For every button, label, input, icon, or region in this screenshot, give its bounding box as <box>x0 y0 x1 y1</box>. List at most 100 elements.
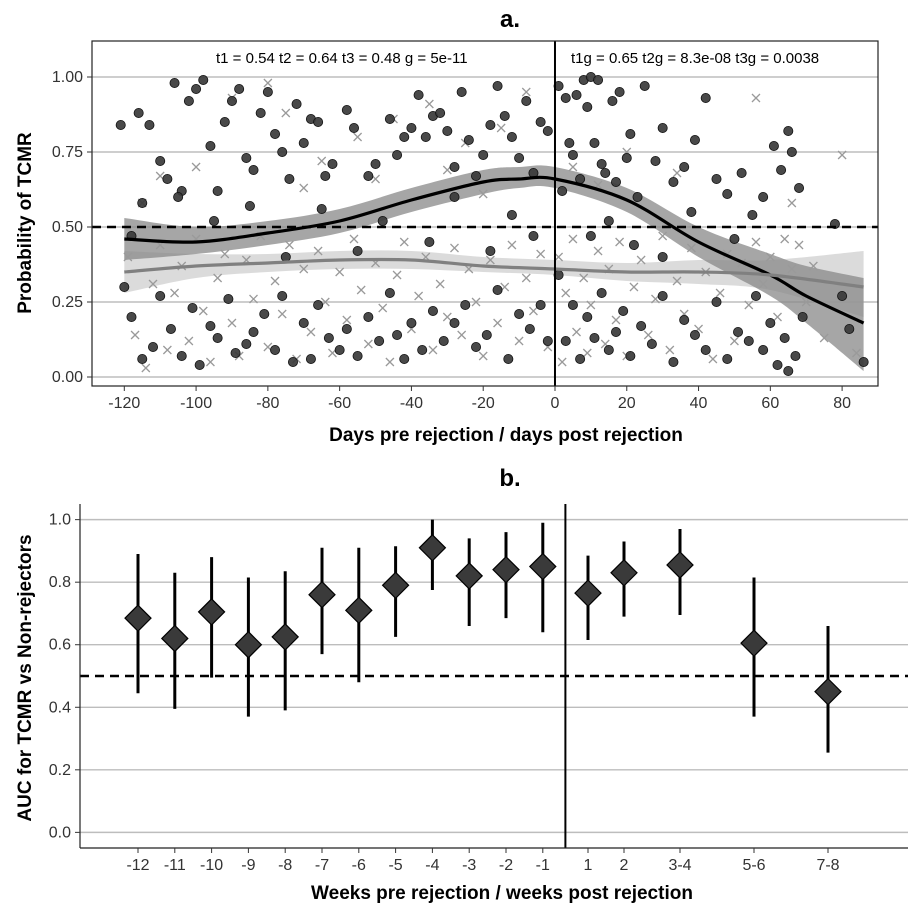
panel-a-point-circle <box>596 158 607 169</box>
panel-a-point-x <box>363 339 373 349</box>
panel-b-x-tick-label: 2 <box>620 857 629 874</box>
panel-a-point-circle <box>528 230 539 241</box>
panel-a-point-x <box>162 345 172 355</box>
panel-a-point-circle <box>316 203 327 214</box>
panel-a-point-x <box>471 297 481 307</box>
panel-a-y-axis-label: Probability of TCMR <box>15 132 36 314</box>
panel-a-point-x <box>424 99 434 109</box>
panel-b-point-diamond <box>271 623 300 651</box>
panel-a-point-circle <box>700 93 711 104</box>
panel-a-point-circle <box>632 191 643 202</box>
panel-a-point-circle <box>384 287 395 298</box>
panel-a-point-x <box>744 300 754 310</box>
panel-b-y-tick-label: 1.0 <box>49 512 71 529</box>
panel-a-point-circle <box>499 111 510 122</box>
panel-a-reference-lines <box>92 41 878 386</box>
panel-a-point-circle <box>858 356 869 367</box>
panel-a-point-circle <box>427 305 438 316</box>
panel-a-point-circle <box>618 305 629 316</box>
panel-a-point-circle <box>783 126 794 137</box>
panel-a-point-x <box>665 345 675 355</box>
panel-a-point-circle <box>259 308 270 319</box>
panel-a-confidence-band <box>124 250 864 317</box>
panel-a-point-circle <box>657 290 668 301</box>
panel-a-point-circle <box>747 209 758 220</box>
panel-b-point-diamond <box>666 551 694 579</box>
panel-a-point-circle <box>743 335 754 346</box>
panel-a-point-x <box>611 315 621 325</box>
panel-b-x-tick-label: -6 <box>352 857 366 874</box>
panel-a-point-circle <box>449 317 460 328</box>
panel-a-point-x <box>787 198 797 208</box>
panel-b-x-tick-label: -9 <box>241 857 255 874</box>
panel-a-point-x <box>170 288 180 298</box>
panel-a-point-x <box>313 246 323 256</box>
panel-a-point-x <box>808 261 818 271</box>
panel-a-point-x <box>227 318 237 328</box>
panel-a-point-circle <box>553 81 564 92</box>
panel-a-point-circle <box>270 344 281 355</box>
panel-a-point-circle <box>478 149 489 160</box>
panel-b-ticks: 0.00.20.40.60.81.0-12 -11 -10 -9 -8 -7 -6 -5 -4-… <box>49 512 840 874</box>
panel-a-point-x <box>306 327 316 337</box>
panel-a-point-circle <box>625 350 636 361</box>
panel-a-point-circle <box>191 84 202 95</box>
panel-a-ticks: 0.00 0.25 0.50 0.75 1.00 -120 -100 -80 -60 -40 -20… <box>52 69 851 412</box>
panel-a-point-x <box>299 183 309 193</box>
panel-a-point-x <box>385 357 395 367</box>
panel-a-point-x <box>751 93 761 103</box>
panel-a-point-circle <box>492 81 503 92</box>
panel-a-point-circle <box>650 155 661 166</box>
panel-a-point-circle <box>320 170 331 181</box>
panel-a-point-circle <box>621 152 632 163</box>
panel-a-point-circle <box>313 299 324 310</box>
panel-b-point-diamond <box>197 598 226 626</box>
panel-a-point-x <box>758 279 768 289</box>
panel-a-point-x <box>521 87 531 97</box>
panel-a-point-circle <box>399 131 410 142</box>
panel-b-point-diamond <box>160 624 189 653</box>
panel-a-point-x <box>335 267 345 277</box>
panel-a-point-x <box>213 273 223 283</box>
panel-a-point-circle <box>733 326 744 337</box>
panel-a-point-circle <box>844 323 855 334</box>
panel-a-point-circle <box>392 149 403 160</box>
panel-a-point-circle <box>212 332 223 343</box>
panel-a-point-circle <box>722 353 733 364</box>
panel-a-point-circle <box>794 182 805 193</box>
panel-a-point-x <box>514 336 524 346</box>
panel-a-point-x <box>672 168 682 178</box>
panel-a-point-circle <box>786 146 797 157</box>
panel-a-point-circle <box>567 149 578 160</box>
panel-a-point-x <box>317 156 327 166</box>
panel-a-point-circle <box>341 323 352 334</box>
panel-a-point-x <box>123 252 133 262</box>
panel-a-point-circle <box>323 332 334 343</box>
panel-a-point-x <box>414 291 424 301</box>
panel-a-point-circle <box>758 344 769 355</box>
panel-a-point-circle <box>765 317 776 328</box>
panel-a-x-tick-label: 0 <box>551 395 560 412</box>
panel-b-y-tick-label: 0.0 <box>49 824 71 841</box>
panel-a-point-x <box>507 240 517 250</box>
panel-a-point-circle <box>585 230 596 241</box>
panel-a-point-circle <box>435 108 446 119</box>
panel-a-point-circle <box>668 176 679 187</box>
panel-a-x-tick-label: -120 <box>108 395 140 412</box>
panel-a-point-x <box>277 309 287 319</box>
panel-a-point-x <box>353 132 363 142</box>
panel-a-point-circle <box>173 191 184 202</box>
panel-a-point-x <box>205 357 215 367</box>
panel-a-point-circle <box>155 290 166 301</box>
panel-a-x-tick-label: -20 <box>472 395 495 412</box>
panel-a-point-circle <box>729 233 740 244</box>
panel-a-point-circle <box>442 126 453 137</box>
panel-a-point-x <box>636 255 646 265</box>
panel-a-point-circle <box>241 338 252 349</box>
panel-a-point-x <box>801 297 811 307</box>
panel-a-point-circle <box>165 323 176 334</box>
panel-a-point-circle <box>374 335 385 346</box>
panel-a-point-circle <box>492 284 503 295</box>
panel-a-point-circle <box>589 137 600 148</box>
